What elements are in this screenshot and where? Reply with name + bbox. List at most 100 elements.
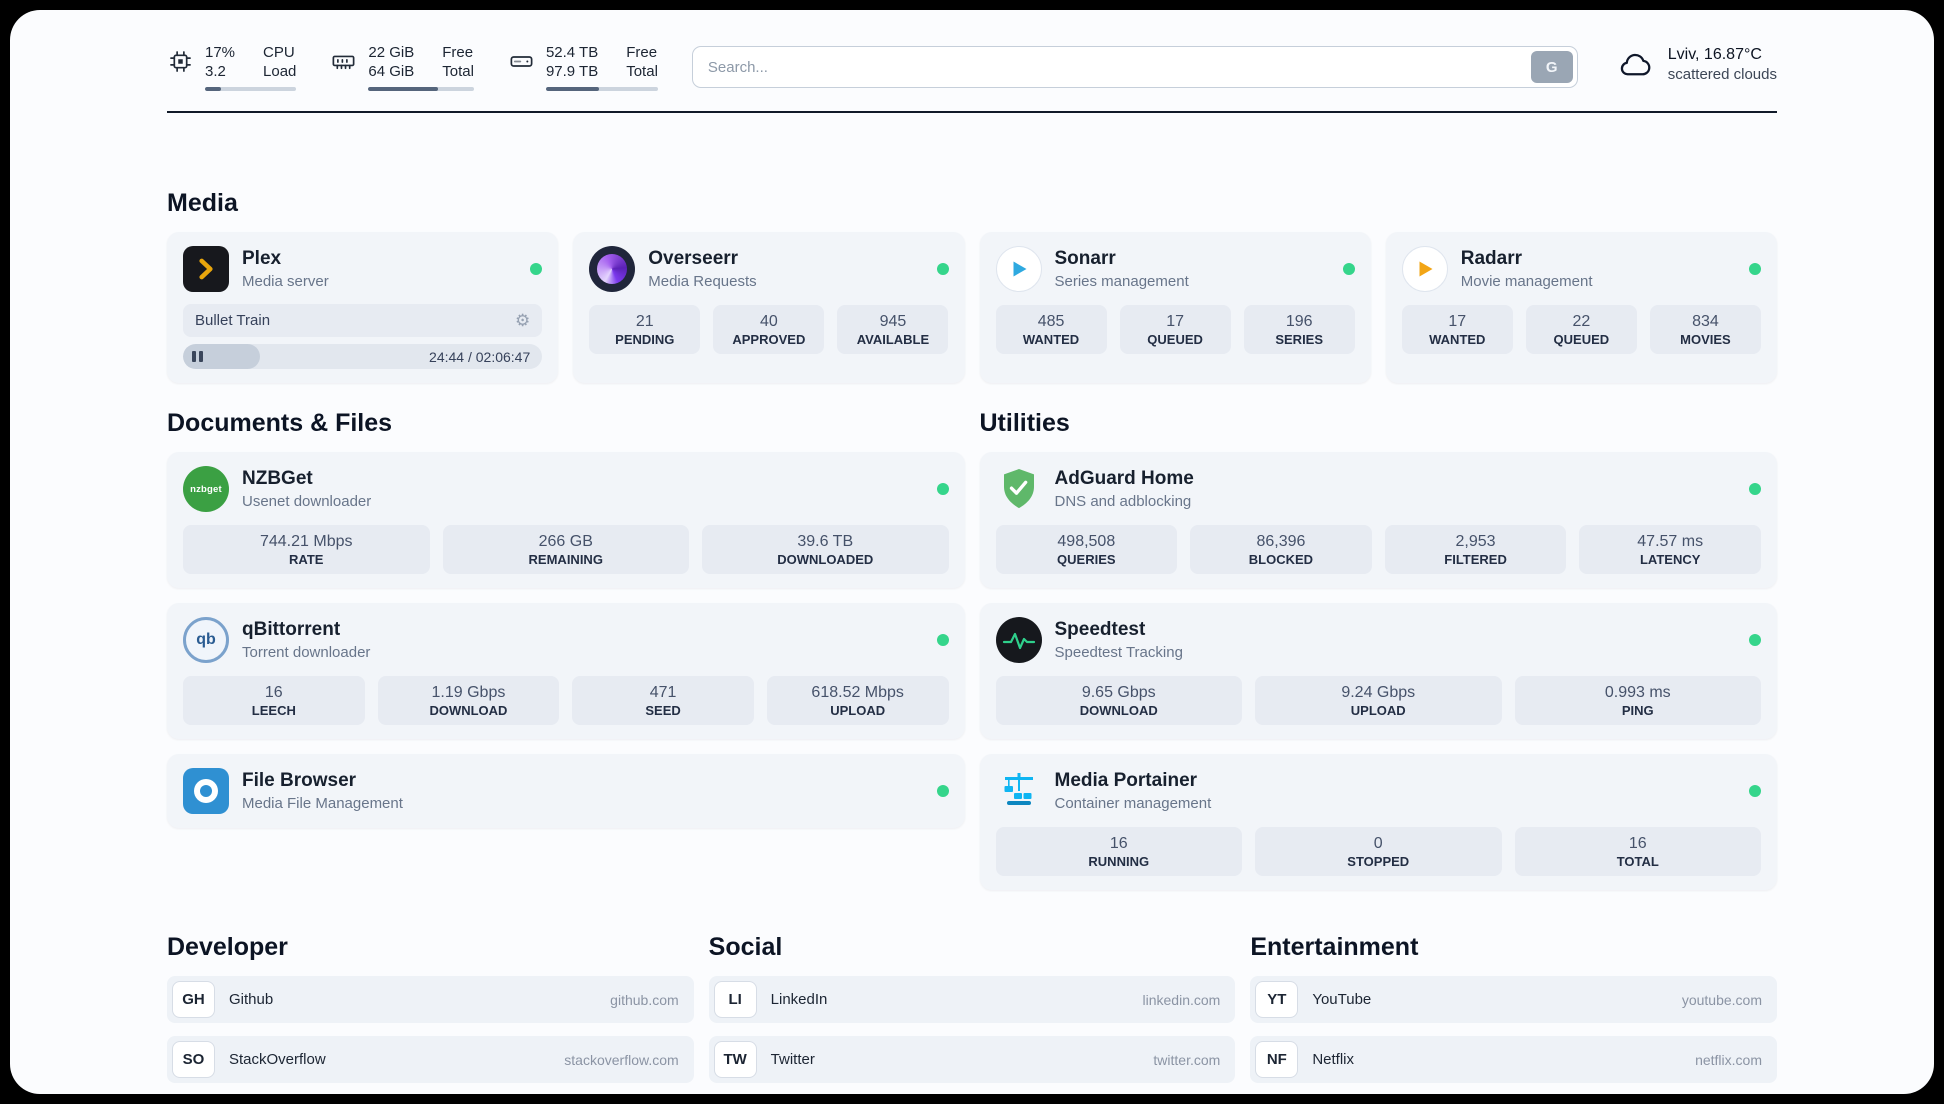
bookmark-abbr: GH [172, 981, 215, 1018]
stat-label: SEED [645, 703, 681, 718]
stat-wanted: 485 WANTED [995, 305, 1107, 354]
filebrowser-card[interactable]: File Browser Media File Management [167, 754, 965, 828]
cpu-label: CPU [263, 44, 295, 61]
stat-label: DOWNLOADED [777, 552, 874, 567]
stat-value: 1.19 Gbps [431, 684, 506, 701]
search-input[interactable] [691, 46, 1578, 88]
bookmark-domain: netflix.com [1695, 1051, 1762, 1068]
bookmark-abbr: SO [172, 1041, 215, 1078]
weather-widget[interactable]: Lviv, 16.87°C scattered clouds [1612, 46, 1777, 83]
bookmark-youtube[interactable]: YT YouTube youtube.com [1250, 976, 1777, 1023]
stat-value: 16 [264, 684, 283, 701]
stat-label: LEECH [251, 703, 296, 718]
section-heading-documents: Documents & Files [167, 409, 393, 437]
nzbget-card[interactable]: nzbget NZBGet Usenet downloader 744.21 M… [167, 452, 965, 588]
nzbget-icon-text: nzbget [190, 483, 222, 495]
disk-free-value: 52.4 TB [545, 44, 599, 61]
stat-queued: 17 QUEUED [1119, 305, 1231, 354]
card-title: qBittorrent [242, 619, 341, 640]
bookmark-name: Github [229, 991, 274, 1008]
pause-icon[interactable] [192, 351, 196, 362]
qbittorrent-card[interactable]: qb qBittorrent Torrent downloader 16 LEE… [167, 603, 965, 739]
card-title: Overseerr [648, 248, 739, 269]
stat-value: 17 [1448, 313, 1467, 330]
stat-value: 744.21 Mbps [259, 533, 353, 550]
stat-download: 9.65 Gbps DOWNLOAD [995, 676, 1242, 725]
bookmark-twitter[interactable]: TW Twitter twitter.com [708, 1036, 1236, 1083]
bookmark-linkedin[interactable]: LI LinkedIn linkedin.com [708, 976, 1236, 1023]
bookmark-abbr: NF [1255, 1041, 1299, 1078]
card-title: Sonarr [1054, 248, 1116, 269]
section-heading-media: Media [167, 189, 238, 217]
bookmark-netflix[interactable]: NF Netflix netflix.com [1250, 1036, 1777, 1083]
adguard-card[interactable]: AdGuard Home DNS and adblocking 498,508 … [979, 452, 1777, 588]
plex-card[interactable]: Plex Media server Bullet Train ⚙ 24:44 /… [167, 232, 559, 383]
stat-seed: 471 SEED [572, 676, 754, 725]
stat-value: 9.65 Gbps [1081, 684, 1156, 701]
ram-free-label: Free [442, 44, 474, 61]
bookmark-domain: twitter.com [1153, 1051, 1221, 1068]
stat-downloaded: 39.6 TB DOWNLOADED [702, 525, 949, 574]
gear-icon[interactable]: ⚙ [515, 311, 531, 330]
stat-queued: 22 QUEUED [1525, 305, 1637, 354]
section-heading-developer: Developer [167, 933, 288, 961]
status-dot [1749, 483, 1761, 495]
stat-available: 945 AVAILABLE [837, 305, 949, 354]
playback-progress-bar[interactable]: 24:44 / 02:06:47 [183, 344, 543, 369]
overseerr-card[interactable]: Overseerr Media Requests 21 PENDING 40 A… [573, 232, 965, 383]
sonarr-card[interactable]: Sonarr Series management 485 WANTED 17 Q… [979, 232, 1371, 383]
stat-label: WANTED [1022, 332, 1080, 347]
stat-value: 834 [1692, 313, 1719, 330]
card-title: Speedtest [1054, 619, 1146, 640]
card-title: Radarr [1460, 248, 1522, 269]
status-dot [1749, 263, 1761, 275]
bookmark-stackoverflow[interactable]: SO StackOverflow stackoverflow.com [167, 1036, 694, 1083]
stat-value: 16 [1628, 835, 1647, 852]
status-dot [936, 785, 949, 797]
card-title: AdGuard Home [1054, 468, 1194, 489]
sonarr-icon [995, 246, 1042, 292]
card-title: File Browser [242, 770, 357, 791]
stat-value: 9.24 Gbps [1341, 684, 1416, 701]
card-subtitle: Usenet downloader [242, 493, 372, 510]
ram-free-value: 22 GiB [368, 44, 415, 61]
entertainment-bookmarks: Entertainment YT YouTube youtube.com NF … [1250, 933, 1777, 1094]
utilities-column: Utilities AdGuard Home DNS and adblockin… [979, 409, 1777, 905]
now-playing-title: Bullet Train [195, 312, 271, 329]
card-title: NZBGet [242, 468, 313, 489]
speedtest-card[interactable]: Speedtest Speedtest Tracking 9.65 Gbps D… [979, 603, 1777, 739]
developer-bookmarks: Developer GH Github github.com SO StackO… [167, 933, 694, 1094]
header-divider [167, 111, 1777, 113]
stat-series: 196 SERIES [1243, 305, 1355, 354]
stat-rate: 744.21 Mbps RATE [183, 525, 430, 574]
social-bookmarks: Social LI LinkedIn linkedin.com TW Twitt… [708, 933, 1236, 1094]
stat-label: RATE [289, 552, 324, 567]
status-dot [1342, 263, 1355, 275]
documents-column: Documents & Files nzbget NZBGet Usenet d… [167, 409, 965, 843]
stat-value: 2,953 [1455, 533, 1496, 550]
stat-upload: 618.52 Mbps UPLOAD [766, 676, 949, 725]
adguard-shield-icon [996, 466, 1042, 512]
stat-value: 86,396 [1256, 533, 1306, 550]
bookmark-domain: linkedin.com [1142, 991, 1221, 1008]
top-bar: 17% CPU 3.2 Load 22 GiB Free 64 GiB Tota… [167, 10, 1777, 91]
card-subtitle: Torrent downloader [242, 644, 371, 661]
stat-latency: 47.57 ms LATENCY [1579, 525, 1761, 574]
stat-label: FILTERED [1444, 552, 1507, 567]
radarr-card[interactable]: Radarr Movie management 17 WANTED 22 QUE… [1385, 232, 1777, 383]
stat-label: STOPPED [1347, 854, 1410, 869]
bookmark-name: StackOverflow [229, 1051, 326, 1068]
radarr-icon [1401, 246, 1448, 292]
stat-value: 196 [1285, 313, 1313, 330]
disk-total-label: Total [626, 63, 658, 80]
bookmark-abbr: LI [713, 981, 757, 1018]
stat-value: 471 [649, 684, 677, 701]
portainer-card[interactable]: Media Portainer Container management 16 … [979, 754, 1777, 890]
bookmark-domain: stackoverflow.com [564, 1051, 679, 1068]
search-engine-button[interactable]: G [1530, 51, 1573, 83]
stat-label: TOTAL [1616, 854, 1659, 869]
bookmark-github[interactable]: GH Github github.com [167, 976, 694, 1023]
qbittorrent-icon-text: qb [196, 631, 216, 648]
hard-drive-icon [510, 56, 533, 67]
